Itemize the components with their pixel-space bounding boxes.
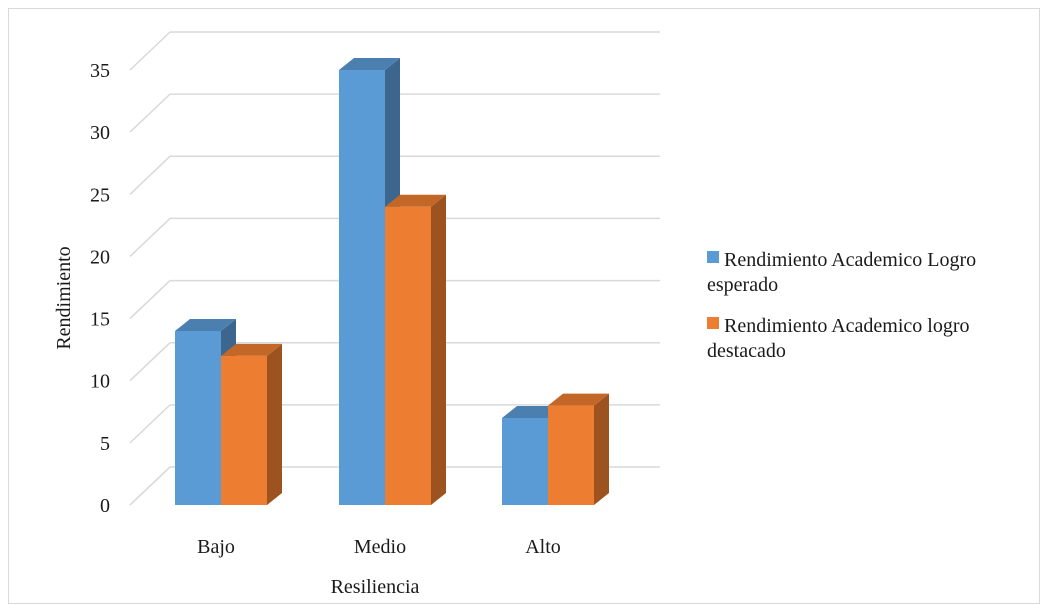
legend-swatch bbox=[707, 317, 719, 329]
legend-label: esperado bbox=[707, 274, 778, 296]
legend-swatch bbox=[707, 251, 719, 263]
y-tick-label: 10 bbox=[90, 371, 110, 393]
bar-front bbox=[221, 355, 267, 505]
gridline bbox=[129, 404, 171, 444]
bar-side bbox=[267, 343, 282, 505]
legend-item: Rendimiento Academico logro destacado bbox=[707, 315, 970, 362]
bar-front bbox=[339, 70, 385, 505]
gridline bbox=[129, 31, 171, 71]
bar-top bbox=[175, 319, 236, 331]
bar-top bbox=[221, 343, 282, 356]
bar-top bbox=[548, 393, 609, 406]
gridline bbox=[129, 342, 171, 382]
legend-item: Rendimiento Academico Logro esperado bbox=[707, 249, 976, 296]
bar-front bbox=[502, 418, 548, 505]
legend-label: Rendimiento Academico Logro bbox=[724, 249, 976, 271]
y-tick-label: 15 bbox=[90, 309, 110, 331]
y-tick-label: 5 bbox=[100, 433, 110, 455]
bar-top bbox=[502, 406, 563, 418]
gridline bbox=[129, 217, 171, 257]
bar-front bbox=[385, 206, 431, 505]
x-tick-label: Alto bbox=[525, 536, 561, 558]
gridline bbox=[129, 155, 171, 195]
bars bbox=[175, 58, 609, 505]
y-tick-label: 0 bbox=[100, 495, 110, 517]
bar-front bbox=[175, 331, 221, 505]
legend-label: Rendimiento Academico logro bbox=[724, 315, 970, 337]
gridline bbox=[129, 93, 171, 133]
gridline bbox=[129, 280, 171, 320]
bar-front bbox=[548, 405, 594, 505]
y-tick-label: 25 bbox=[90, 184, 110, 206]
bar-side bbox=[594, 393, 609, 505]
bar-alto-series-2 bbox=[548, 393, 609, 505]
bar-side bbox=[431, 194, 446, 505]
bar-medio-series-2 bbox=[385, 194, 446, 505]
legend: Rendimiento Academico LogroesperadoRendi… bbox=[707, 249, 976, 362]
bar-top bbox=[339, 58, 400, 70]
x-axis-ticks: Bajo Medio Alto bbox=[197, 536, 561, 558]
y-tick-label: 20 bbox=[90, 246, 110, 268]
legend-label: destacado bbox=[707, 340, 786, 362]
bar-bajo-series-2 bbox=[221, 343, 282, 505]
x-axis-title: Resiliencia bbox=[331, 576, 420, 598]
x-tick-label: Bajo bbox=[197, 536, 235, 558]
y-axis-ticks: 0 5 10 15 20 25 30 35 bbox=[90, 60, 110, 517]
gridline bbox=[129, 466, 171, 506]
bar-top bbox=[385, 194, 446, 207]
y-axis-title: Rendimiento bbox=[53, 246, 75, 349]
y-tick-label: 30 bbox=[90, 122, 110, 144]
x-tick-label: Medio bbox=[354, 536, 406, 558]
y-tick-label: 35 bbox=[90, 60, 110, 82]
